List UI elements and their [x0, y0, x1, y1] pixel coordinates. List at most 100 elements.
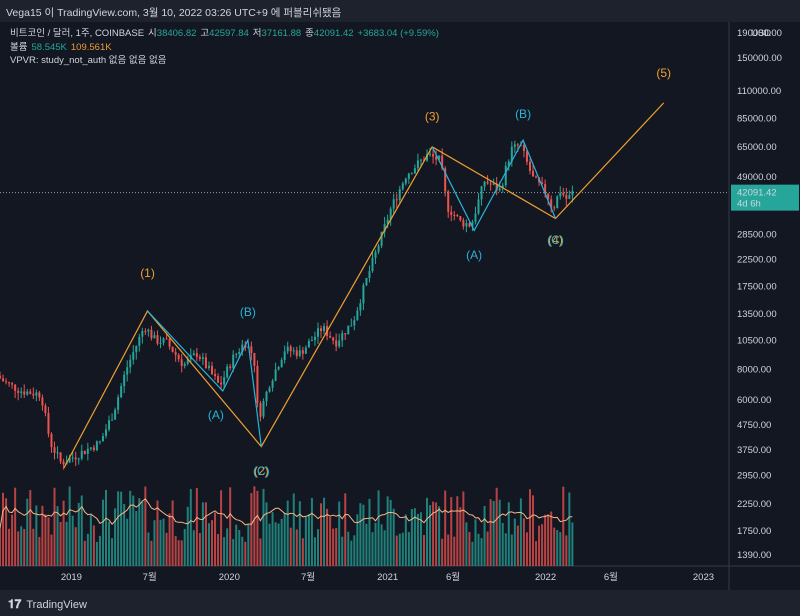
volume-bar: [229, 487, 232, 566]
volume-bar: [459, 507, 462, 566]
volume-bar: [8, 528, 11, 566]
volume-bar: [335, 528, 338, 566]
candles: [0, 140, 574, 470]
volume-label[interactable]: 볼륨: [10, 41, 28, 53]
candle-body: [353, 320, 356, 326]
low-label: 저: [252, 28, 262, 39]
volume-value-2: 109.561K: [70, 41, 112, 53]
volume-bar: [77, 502, 80, 566]
volume-bar: [156, 500, 159, 566]
candle-body: [201, 357, 204, 359]
candle-body: [0, 375, 1, 379]
candle-body: [53, 447, 56, 453]
y-tick-label: 65000.00: [737, 142, 777, 153]
volume-bar: [501, 522, 504, 566]
candle-body: [541, 182, 544, 185]
candle-body: [114, 409, 117, 420]
correction-wave-abc: [147, 310, 262, 447]
candle-body: [532, 170, 535, 177]
volume-bar: [220, 490, 223, 566]
volume-bar: [183, 529, 186, 566]
volume-bar: [462, 491, 465, 566]
volume-bar: [432, 501, 435, 566]
candle-body: [301, 350, 304, 354]
volume-bar: [92, 525, 95, 566]
wave-label: (A): [208, 408, 224, 422]
candle-body: [144, 330, 147, 332]
candle-body: [295, 350, 298, 357]
chart-pane[interactable]: [0, 22, 729, 566]
candle-body: [235, 353, 238, 355]
volume-bar: [492, 501, 495, 566]
volume-bar: [371, 532, 374, 566]
volume-bar: [186, 506, 189, 566]
candle-body: [504, 165, 507, 186]
volume-bar: [419, 512, 422, 566]
candle-body: [62, 461, 65, 465]
volume-bar: [280, 518, 283, 566]
volume-bar: [265, 502, 268, 566]
open-value: 38406.82: [156, 28, 197, 39]
candle-body: [150, 329, 153, 339]
volume-bar: [407, 532, 410, 566]
candle-body: [507, 161, 510, 166]
volume-bar: [559, 532, 562, 566]
wave-label: (C): [253, 464, 270, 478]
volume-bar: [253, 486, 256, 566]
volume-bar: [374, 522, 377, 566]
candle-body: [223, 377, 226, 385]
brand-name: TradingView: [26, 598, 87, 611]
candle-body: [320, 328, 323, 332]
candle-body: [435, 156, 438, 160]
candle-body: [23, 391, 26, 395]
volume-bar: [201, 502, 204, 566]
x-tick-label: 2019: [61, 572, 82, 583]
vpvr-label[interactable]: VPVR: study_not_auth 없음 없음 없음: [10, 55, 167, 66]
x-tick-label: 2022: [535, 572, 556, 583]
volume-bar: [89, 514, 92, 566]
symbol-label[interactable]: 비트코인 / 달러, 1주, COINBASE: [10, 28, 145, 39]
candle-body: [465, 223, 468, 227]
volume-bar: [207, 523, 210, 566]
y-tick-label: 150000.00: [737, 53, 782, 64]
candle-body: [101, 435, 104, 442]
volume-bar: [444, 490, 447, 566]
volume-bar: [422, 535, 425, 566]
wave-label: (2): [254, 464, 269, 478]
header-bar: Vega15 이 TradingView.com, 3월 10, 2022 03…: [0, 0, 800, 22]
volume-bar: [210, 520, 213, 566]
candle-body: [268, 387, 271, 392]
candle-body: [41, 397, 44, 406]
candle-body: [380, 231, 383, 246]
candle-body: [528, 161, 531, 171]
volume-bar: [180, 540, 183, 566]
volume-bar: [86, 533, 89, 566]
candle-body: [483, 181, 486, 187]
legend-volume-row: 볼륨 58.545K 109.561K: [10, 41, 439, 55]
candle-body: [501, 185, 504, 189]
candle-body: [89, 447, 92, 449]
volume-bar: [71, 515, 74, 566]
volume-bar: [95, 541, 98, 566]
volume-bar: [538, 525, 541, 566]
volume-bar: [83, 540, 86, 566]
candle-body: [132, 352, 135, 360]
volume-bar: [377, 490, 380, 566]
candle-body: [111, 419, 114, 421]
candle-body: [274, 369, 277, 381]
candle-body: [344, 333, 347, 335]
volume-bar: [14, 487, 17, 566]
candle-body: [17, 390, 20, 393]
wave-label: (B): [240, 305, 256, 319]
candle-body: [377, 245, 380, 252]
candle-body: [171, 346, 174, 353]
candle-body: [407, 173, 410, 179]
volume-bar: [347, 531, 350, 566]
volume-bar: [283, 513, 286, 566]
candle-body: [120, 386, 123, 398]
volume-bar: [256, 490, 259, 566]
price-tag-value: 42091.42: [737, 188, 777, 199]
volume-bar: [316, 529, 319, 566]
candle-body: [562, 193, 565, 195]
volume-bar: [104, 489, 107, 566]
